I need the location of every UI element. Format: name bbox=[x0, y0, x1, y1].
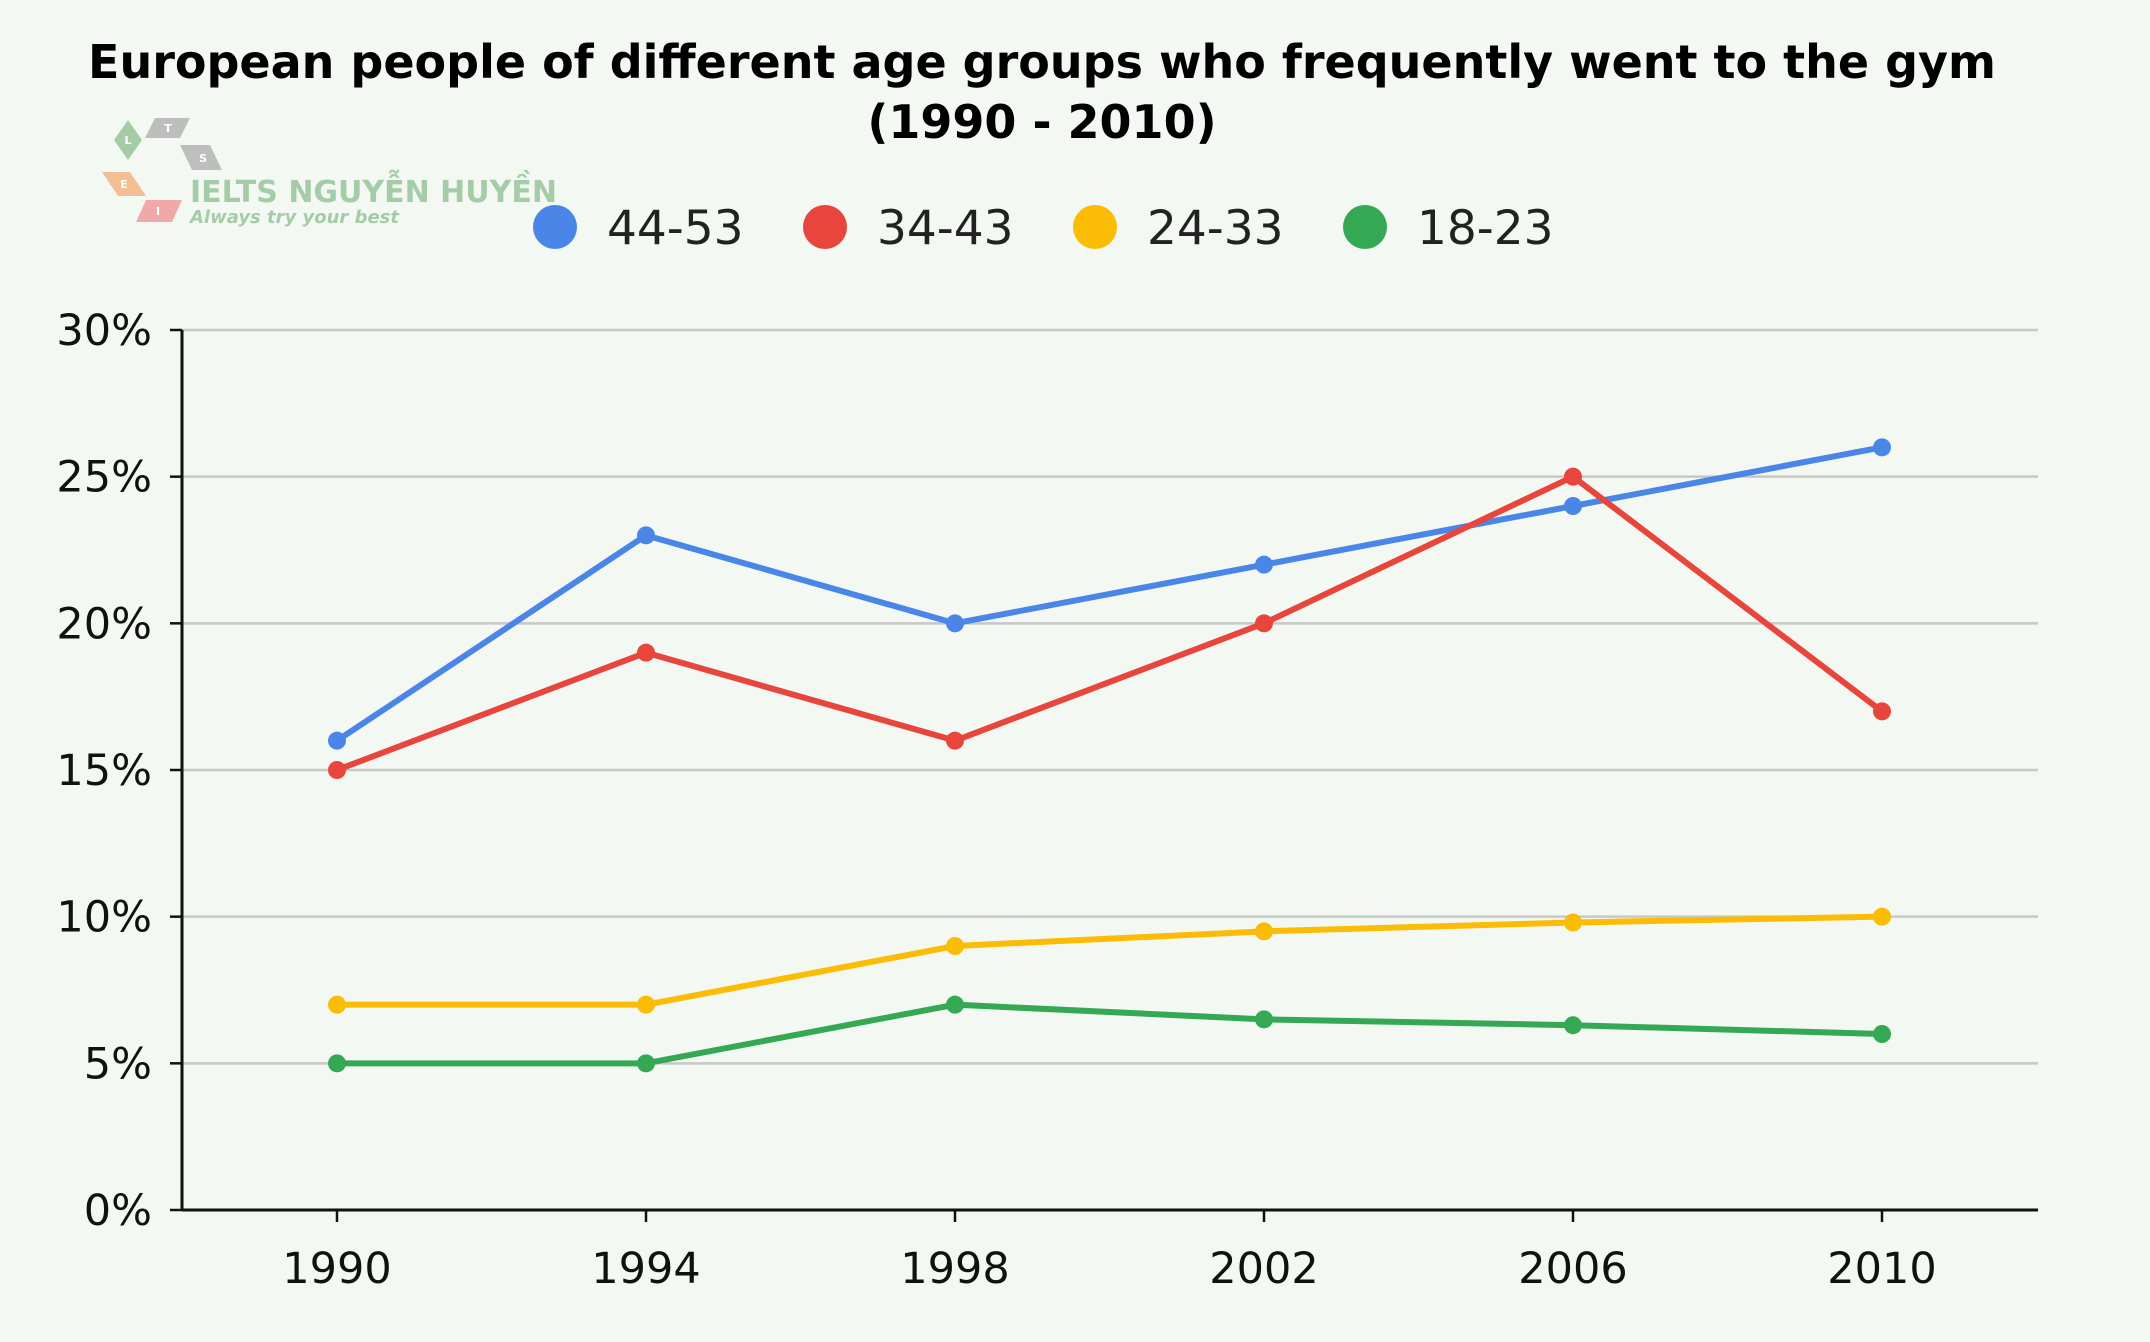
legend-label-24-33: 24-33 bbox=[1147, 201, 1284, 256]
legend-marker-18-23 bbox=[1343, 205, 1387, 249]
logo-letter-l: L bbox=[124, 134, 131, 147]
data-point-24-33-2002 bbox=[1255, 922, 1273, 941]
x-tick-label: 1990 bbox=[282, 1244, 391, 1294]
x-tick-label: 2010 bbox=[1827, 1244, 1936, 1294]
legend-label-44-53: 44-53 bbox=[607, 201, 744, 256]
data-point-18-23-1998 bbox=[946, 995, 964, 1014]
data-point-44-53-2006 bbox=[1564, 497, 1582, 515]
data-point-24-33-2010 bbox=[1873, 907, 1891, 926]
legend-label-34-43: 34-43 bbox=[877, 201, 1014, 256]
legend-marker-34-43 bbox=[803, 205, 847, 249]
x-axis-ticks: 1990 1994 1998 2002 2006 2010 bbox=[282, 1210, 1937, 1294]
x-tick-label: 1998 bbox=[900, 1244, 1009, 1294]
logo-letter-s: S bbox=[199, 152, 207, 165]
y-tick-label: 20% bbox=[56, 599, 152, 649]
series-line-44-53 bbox=[334, 444, 1885, 744]
y-tick-label: 0% bbox=[84, 1186, 152, 1236]
watermark-name: IELTS NGUYỄN HUYỀN bbox=[190, 169, 557, 210]
logo-tile-e bbox=[102, 172, 146, 196]
data-point-24-33-2006 bbox=[1564, 913, 1582, 932]
data-point-44-53-1998 bbox=[946, 614, 964, 633]
x-tick-label: 1994 bbox=[591, 1244, 700, 1294]
data-point-44-53-2010 bbox=[1873, 438, 1891, 457]
data-point-44-53-1994 bbox=[637, 526, 655, 545]
legend-marker-24-33 bbox=[1073, 205, 1117, 249]
y-tick-label: 30% bbox=[56, 306, 152, 356]
data-point-18-23-1994 bbox=[637, 1054, 655, 1073]
chart-legend: 44-53 34-43 24-33 18-23 bbox=[533, 201, 1554, 256]
series-24-33 bbox=[328, 907, 1891, 1014]
series-line-18-23 bbox=[334, 1001, 1885, 1067]
data-point-44-53-1990 bbox=[328, 731, 346, 750]
x-tick-label: 2002 bbox=[1209, 1244, 1318, 1294]
data-point-34-43-1994 bbox=[637, 643, 655, 662]
y-tick-label: 10% bbox=[56, 893, 152, 943]
watermark-logo: L T S E I IELTS NGUYỄN HUYỀN Always try … bbox=[102, 118, 557, 228]
x-tick-label: 2006 bbox=[1518, 1244, 1627, 1294]
chart-title-line-2: (1990 - 2010) bbox=[867, 95, 1216, 149]
y-tick-label: 25% bbox=[56, 453, 152, 503]
logo-letter-e: E bbox=[120, 178, 128, 191]
logo-letter-i: I bbox=[156, 205, 160, 218]
y-axis-ticks: 0% 5% 10% 15% 20% 25% 30% bbox=[56, 306, 182, 1236]
series-18-23 bbox=[328, 995, 1891, 1073]
series-44-53 bbox=[328, 438, 1891, 750]
logo-diamond-l bbox=[114, 120, 142, 160]
data-point-34-43-2002 bbox=[1255, 614, 1273, 633]
data-series bbox=[328, 438, 1891, 1073]
data-point-24-33-1990 bbox=[328, 995, 346, 1014]
data-point-44-53-2002 bbox=[1255, 555, 1273, 574]
chart-title-line-1: European people of different age groups … bbox=[88, 35, 1996, 89]
data-point-24-33-1998 bbox=[946, 937, 964, 955]
data-point-34-43-2010 bbox=[1873, 702, 1891, 721]
data-point-18-23-2006 bbox=[1564, 1016, 1582, 1035]
legend-marker-44-53 bbox=[533, 205, 577, 249]
data-point-18-23-2002 bbox=[1255, 1010, 1273, 1029]
series-line-24-33 bbox=[334, 913, 1885, 1008]
data-point-18-23-1990 bbox=[328, 1054, 346, 1073]
data-point-24-33-1994 bbox=[637, 995, 655, 1014]
data-point-34-43-1998 bbox=[946, 731, 964, 750]
data-point-34-43-1990 bbox=[328, 761, 346, 779]
y-tick-label: 15% bbox=[56, 746, 152, 796]
watermark-tagline: Always try your best bbox=[188, 207, 400, 228]
logo-letter-t: T bbox=[164, 122, 172, 135]
data-point-34-43-2006 bbox=[1564, 467, 1582, 486]
logo-tile-s bbox=[180, 145, 222, 170]
grid-lines bbox=[182, 328, 2038, 1065]
series-line-34-43 bbox=[334, 473, 1885, 773]
logo-tile-t bbox=[145, 118, 190, 138]
legend-label-18-23: 18-23 bbox=[1417, 201, 1554, 256]
series-34-43 bbox=[328, 467, 1891, 779]
logo-tile-i bbox=[136, 200, 182, 222]
data-point-18-23-2010 bbox=[1873, 1025, 1891, 1043]
y-tick-label: 5% bbox=[84, 1039, 152, 1089]
